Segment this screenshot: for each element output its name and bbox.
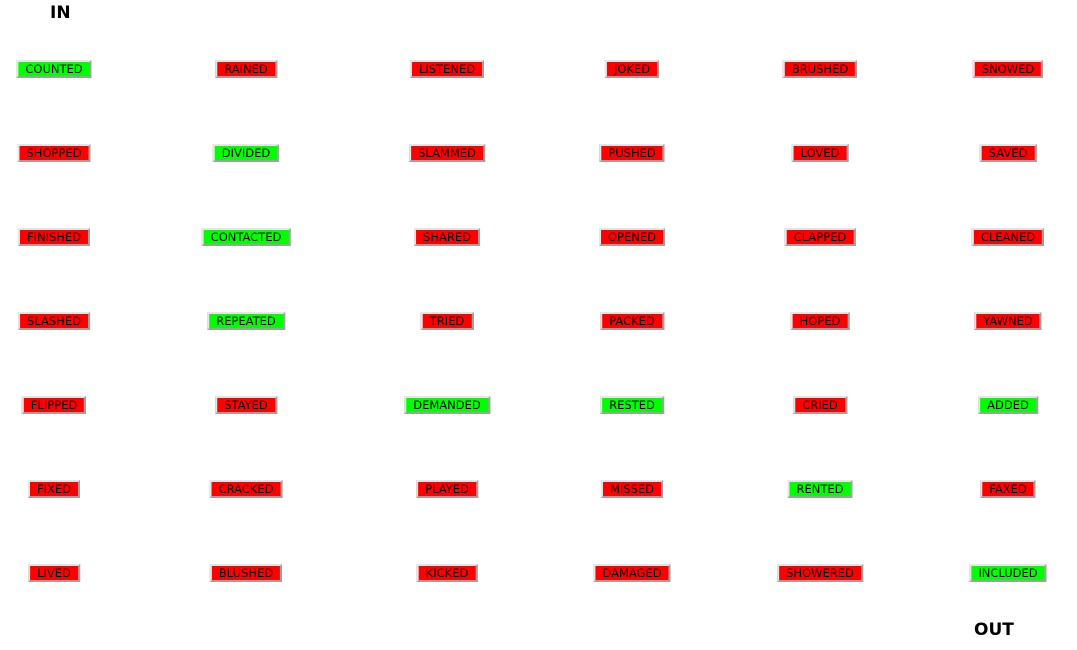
word-button-brushed[interactable]: BRUSHED [782, 60, 858, 78]
word-button-saved[interactable]: SAVED [979, 144, 1037, 162]
word-button-opened[interactable]: OPENED [599, 228, 665, 246]
word-button-cried[interactable]: CRIED [793, 396, 847, 414]
word-button-listened[interactable]: LISTENED [409, 60, 485, 78]
word-button-damaged[interactable]: DAMAGED [593, 564, 671, 582]
word-button-included[interactable]: INCLUDED [969, 564, 1047, 582]
word-button-faxed[interactable]: FAXED [980, 480, 1036, 498]
word-button-slammed[interactable]: SLAMMED [409, 144, 485, 162]
out-label: OUT [974, 620, 1014, 640]
word-button-pushed[interactable]: PUSHED [599, 144, 665, 162]
word-button-rented[interactable]: RENTED [787, 480, 853, 498]
word-button-played[interactable]: PLAYED [416, 480, 478, 498]
word-button-divided[interactable]: DIVIDED [212, 144, 280, 162]
word-button-cracked[interactable]: CRACKED [209, 480, 283, 498]
in-label: IN [50, 3, 71, 23]
word-button-slashed[interactable]: SLASHED [18, 312, 90, 330]
word-button-fixed[interactable]: FIXED [27, 480, 81, 498]
word-button-packed[interactable]: PACKED [600, 312, 664, 330]
word-button-stayed[interactable]: STAYED [215, 396, 277, 414]
word-button-kicked[interactable]: KICKED [416, 564, 478, 582]
word-button-demanded[interactable]: DEMANDED [404, 396, 490, 414]
word-button-finished[interactable]: FINISHED [17, 228, 91, 246]
word-button-shared[interactable]: SHARED [414, 228, 480, 246]
word-button-rained[interactable]: RAINED [215, 60, 277, 78]
word-button-counted[interactable]: COUNTED [16, 60, 92, 78]
word-button-clapped[interactable]: CLAPPED [784, 228, 856, 246]
word-button-rested[interactable]: RESTED [600, 396, 664, 414]
word-button-shopped[interactable]: SHOPPED [17, 144, 91, 162]
word-button-yawned[interactable]: YAWNED [974, 312, 1042, 330]
word-button-cleaned[interactable]: CLEANED [971, 228, 1045, 246]
word-button-contacted[interactable]: CONTACTED [201, 228, 291, 246]
word-button-added[interactable]: ADDED [978, 396, 1038, 414]
word-button-flipped[interactable]: FLIPPED [21, 396, 87, 414]
word-button-repeated[interactable]: REPEATED [207, 312, 285, 330]
word-button-blushed[interactable]: BLUSHED [209, 564, 283, 582]
word-button-hoped[interactable]: HOPED [790, 312, 850, 330]
word-button-loved[interactable]: LOVED [791, 144, 849, 162]
word-button-tried[interactable]: TRIED [420, 312, 474, 330]
word-button-joked[interactable]: JOKED [604, 60, 660, 78]
word-button-snowed[interactable]: SNOWED [972, 60, 1044, 78]
word-button-missed[interactable]: MISSED [600, 480, 664, 498]
word-button-showered[interactable]: SHOWERED [777, 564, 863, 582]
word-button-lived[interactable]: LIVED [28, 564, 80, 582]
